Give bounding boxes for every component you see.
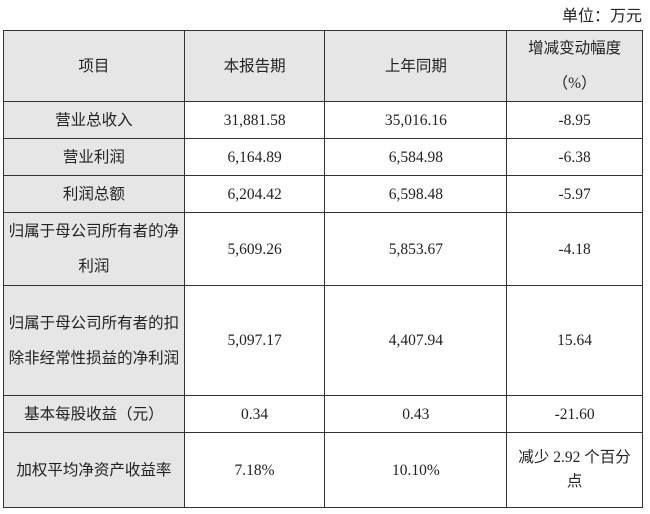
row-item: 营业总收入 xyxy=(3,101,185,139)
row-current: 0.34 xyxy=(183,395,326,433)
row-previous: 6,598.48 xyxy=(324,175,508,213)
table-row: 基本每股收益（元） 0.34 0.43 -21.60 xyxy=(3,395,643,433)
row-item: 归属于母公司所有者的扣除非经常性损益的净利润 xyxy=(3,285,185,396)
table-row: 归属于母公司所有者的扣除非经常性损益的净利润 5,097.17 4,407.94… xyxy=(3,285,643,396)
row-previous: 6,584.98 xyxy=(324,138,508,176)
row-current: 31,881.58 xyxy=(183,101,326,139)
row-change: -21.60 xyxy=(506,395,643,433)
unit-label: 单位：万元 xyxy=(561,8,642,25)
row-previous: 10.10% xyxy=(324,432,508,508)
row-current: 5,097.17 xyxy=(183,285,326,396)
header-current: 本报告期 xyxy=(183,30,326,102)
row-previous: 0.43 xyxy=(324,395,508,433)
header-change-label: 增减变动幅度 xyxy=(528,40,622,57)
row-current: 5,609.26 xyxy=(183,212,326,286)
row-current: 6,164.89 xyxy=(183,138,326,176)
row-change: -4.18 xyxy=(506,212,643,286)
row-change: 15.64 xyxy=(506,285,643,396)
row-change: -6.38 xyxy=(506,138,643,176)
header-item: 项目 xyxy=(3,30,185,102)
row-item: 基本每股收益（元） xyxy=(3,395,185,433)
row-item: 归属于母公司所有者的净利润 xyxy=(3,212,185,286)
header-change-unit: （%） xyxy=(552,75,597,92)
row-current: 7.18% xyxy=(183,432,326,508)
row-change: 减少 2.92 个百分点 xyxy=(506,432,643,508)
row-item: 加权平均净资产收益率 xyxy=(3,432,185,508)
row-previous: 5,853.67 xyxy=(324,212,508,286)
row-change: -5.97 xyxy=(506,175,643,213)
header-previous: 上年同期 xyxy=(324,30,508,102)
row-previous: 4,407.94 xyxy=(324,285,508,396)
row-current: 6,204.42 xyxy=(183,175,326,213)
row-item: 利润总额 xyxy=(3,175,185,213)
table-row: 加权平均净资产收益率 7.18% 10.10% 减少 2.92 个百分点 xyxy=(3,432,643,508)
row-previous: 35,016.16 xyxy=(324,101,508,139)
table-row: 营业总收入 31,881.58 35,016.16 -8.95 xyxy=(3,101,643,139)
financial-summary-table: 项目 本报告期 上年同期 增减变动幅度 （%） 营业总收入 31,881.58 3… xyxy=(3,30,643,508)
row-change: -8.95 xyxy=(506,101,643,139)
row-item: 营业利润 xyxy=(3,138,185,176)
table-row: 营业利润 6,164.89 6,584.98 -6.38 xyxy=(3,138,643,176)
table-row: 利润总额 6,204.42 6,598.48 -5.97 xyxy=(3,175,643,213)
table-row: 归属于母公司所有者的净利润 5,609.26 5,853.67 -4.18 xyxy=(3,212,643,286)
header-change: 增减变动幅度 （%） xyxy=(506,30,643,102)
header-row: 项目 本报告期 上年同期 增减变动幅度 （%） xyxy=(3,30,643,102)
